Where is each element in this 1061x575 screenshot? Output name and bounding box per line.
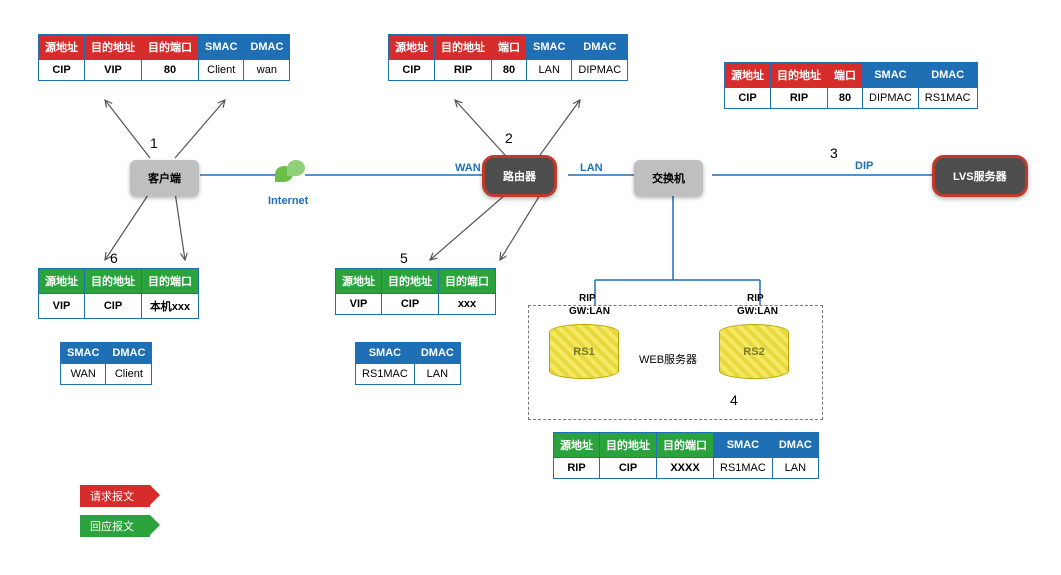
cell: WAN — [61, 364, 106, 385]
th-dst: 目的地址 — [435, 35, 492, 60]
th-src: 源地址 — [554, 433, 600, 458]
cell: VIP — [39, 294, 85, 319]
th-src: 源地址 — [39, 35, 85, 60]
cell: wan — [244, 60, 290, 81]
th-smac: SMAC — [61, 343, 106, 364]
th-dst: 目的地址 — [85, 35, 142, 60]
cell: Client — [199, 60, 244, 81]
th-dst: 目的地址 — [771, 63, 828, 88]
th-smac: SMAC — [527, 35, 572, 60]
th-src: 源地址 — [725, 63, 771, 88]
cell: DIPMAC — [572, 60, 628, 81]
node-switch: 交换机 — [634, 160, 703, 196]
cell: CIP — [85, 294, 142, 319]
label-wan: WAN — [455, 162, 481, 174]
th-port: 端口 — [492, 35, 527, 60]
cell: RS1MAC — [356, 364, 415, 385]
node-router: 路由器 — [482, 155, 557, 197]
cell: CIP — [382, 294, 439, 315]
internet-icon — [275, 160, 305, 190]
label-dip: DIP — [855, 160, 873, 172]
th-smac: SMAC — [714, 433, 773, 458]
th-src: 源地址 — [389, 35, 435, 60]
cell: 80 — [828, 88, 863, 109]
cell: XXXX — [657, 458, 714, 479]
node-client: 客户端 — [130, 160, 199, 196]
cell: CIP — [389, 60, 435, 81]
th-dmac: DMAC — [772, 433, 818, 458]
th-smac: SMAC — [356, 343, 415, 364]
th-port: 目的端口 — [439, 269, 496, 294]
label-internet: Internet — [268, 195, 308, 207]
cell: RS1MAC — [714, 458, 773, 479]
rs2-rip: RIP — [747, 293, 764, 304]
th-port: 目的端口 — [142, 269, 199, 294]
step-3: 3 — [830, 145, 838, 161]
cell: 80 — [142, 60, 199, 81]
cell: CIP — [725, 88, 771, 109]
th-smac: SMAC — [863, 63, 919, 88]
cell: RIP — [435, 60, 492, 81]
th-dmac: DMAC — [918, 63, 977, 88]
packet-table-6: 源地址 目的地址 目的端口 VIP CIP 本机xxx — [38, 268, 199, 319]
packet-table-3: 源地址 目的地址 端口 SMAC DMAC CIP RIP 80 DIPMAC … — [724, 62, 978, 109]
step-2: 2 — [505, 130, 513, 146]
cell: RIP — [554, 458, 600, 479]
th-port: 目的端口 — [657, 433, 714, 458]
legend-request: 请求报文 — [80, 485, 150, 507]
cell: CIP — [600, 458, 657, 479]
cell: LAN — [772, 458, 818, 479]
th-dmac: DMAC — [244, 35, 290, 60]
th-dmac: DMAC — [106, 343, 152, 364]
cell: LAN — [414, 364, 460, 385]
th-dst: 目的地址 — [382, 269, 439, 294]
web-server-box: RIP GW:LAN RIP GW:LAN RS1 RS2 WEB服务器 — [528, 305, 823, 420]
th-src: 源地址 — [39, 269, 85, 294]
step-5: 5 — [400, 250, 408, 266]
legend-response: 回应报文 — [80, 515, 150, 537]
packet-table-1: 源地址 目的地址 目的端口 SMAC DMAC CIP VIP 80 Clien… — [38, 34, 290, 81]
diagram-canvas: 源地址 目的地址 目的端口 SMAC DMAC CIP VIP 80 Clien… — [0, 0, 1061, 575]
cell: DIPMAC — [863, 88, 919, 109]
label-lan: LAN — [580, 162, 603, 174]
th-dst: 目的地址 — [85, 269, 142, 294]
rs1-gw: GW:LAN — [569, 306, 610, 317]
rs1-cylinder: RS1 — [549, 324, 619, 379]
web-title: WEB服务器 — [639, 351, 697, 367]
cell: Client — [106, 364, 152, 385]
cell: xxx — [439, 294, 496, 315]
packet-table-5-mac: SMAC DMAC RS1MAC LAN — [355, 342, 461, 385]
th-port: 目的端口 — [142, 35, 199, 60]
packet-table-4: 源地址 目的地址 目的端口 SMAC DMAC RIP CIP XXXX RS1… — [553, 432, 819, 479]
cell: RIP — [771, 88, 828, 109]
th-src: 源地址 — [336, 269, 382, 294]
cell: VIP — [336, 294, 382, 315]
node-lvs: LVS服务器 — [932, 155, 1028, 197]
step-1: 1 — [150, 135, 158, 151]
th-smac: SMAC — [199, 35, 244, 60]
cell: CIP — [39, 60, 85, 81]
packet-table-5: 源地址 目的地址 目的端口 VIP CIP xxx — [335, 268, 496, 315]
step-6: 6 — [110, 250, 118, 266]
cell: RS1MAC — [918, 88, 977, 109]
rs2-gw: GW:LAN — [737, 306, 778, 317]
cell: LAN — [527, 60, 572, 81]
rs1-rip: RIP — [579, 293, 596, 304]
th-port: 端口 — [828, 63, 863, 88]
th-dmac: DMAC — [414, 343, 460, 364]
th-dmac: DMAC — [572, 35, 628, 60]
th-dst: 目的地址 — [600, 433, 657, 458]
cell: 本机xxx — [142, 294, 199, 319]
cell: VIP — [85, 60, 142, 81]
rs2-cylinder: RS2 — [719, 324, 789, 379]
packet-table-2: 源地址 目的地址 端口 SMAC DMAC CIP RIP 80 LAN DIP… — [388, 34, 628, 81]
packet-table-6-mac: SMAC DMAC WAN Client — [60, 342, 152, 385]
cell: 80 — [492, 60, 527, 81]
